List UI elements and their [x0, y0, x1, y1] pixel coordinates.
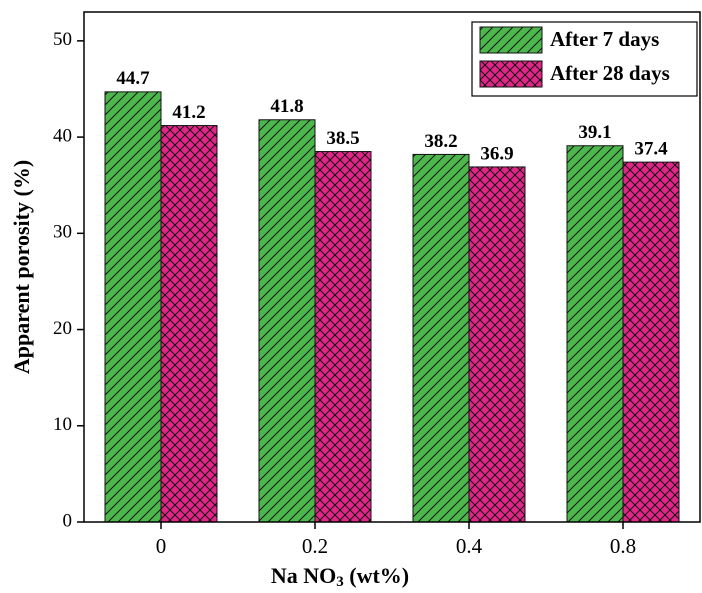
value-label: 38.5 — [326, 128, 359, 149]
x-tick-label: 0.4 — [456, 534, 483, 558]
x-label-part: Na NO — [271, 563, 336, 588]
value-label: 39.1 — [578, 122, 611, 143]
value-label: 41.8 — [270, 96, 303, 117]
bar — [622, 161, 680, 523]
y-tick-label: 10 — [53, 414, 72, 435]
y-axis-label: Apparent porosity (%) — [9, 160, 34, 374]
value-label: 36.9 — [480, 143, 513, 164]
y-tick-label: 50 — [53, 29, 72, 50]
bar — [258, 119, 316, 523]
x-label-part: (wt%) — [344, 563, 409, 588]
value-label: 38.2 — [424, 131, 457, 152]
value-label: 37.4 — [634, 138, 668, 159]
y-tick-label: 20 — [53, 318, 72, 339]
y-tick-label: 30 — [53, 222, 72, 243]
bar — [314, 151, 372, 523]
bar — [412, 153, 470, 523]
plot-frame — [83, 11, 701, 523]
legend-swatch — [479, 60, 543, 88]
y-tick-label: 40 — [53, 125, 72, 146]
value-label: 44.7 — [116, 68, 150, 89]
value-label: 41.2 — [172, 102, 205, 123]
x-tick-label: 0.2 — [302, 534, 328, 558]
bar — [104, 91, 162, 523]
legend-label: After 7 days — [550, 27, 659, 51]
y-tick-label: 0 — [63, 510, 73, 531]
x-tick-label: 0.8 — [610, 534, 636, 558]
legend-label: After 28 days — [550, 61, 670, 85]
legend-swatch — [479, 26, 543, 54]
x-axis-label: Na NO3 (wt%) — [271, 563, 409, 590]
bar — [468, 166, 526, 523]
x-tick-label: 0 — [156, 534, 167, 558]
bar — [160, 125, 218, 523]
x-label-sub: 3 — [336, 574, 344, 590]
bar — [566, 145, 624, 523]
